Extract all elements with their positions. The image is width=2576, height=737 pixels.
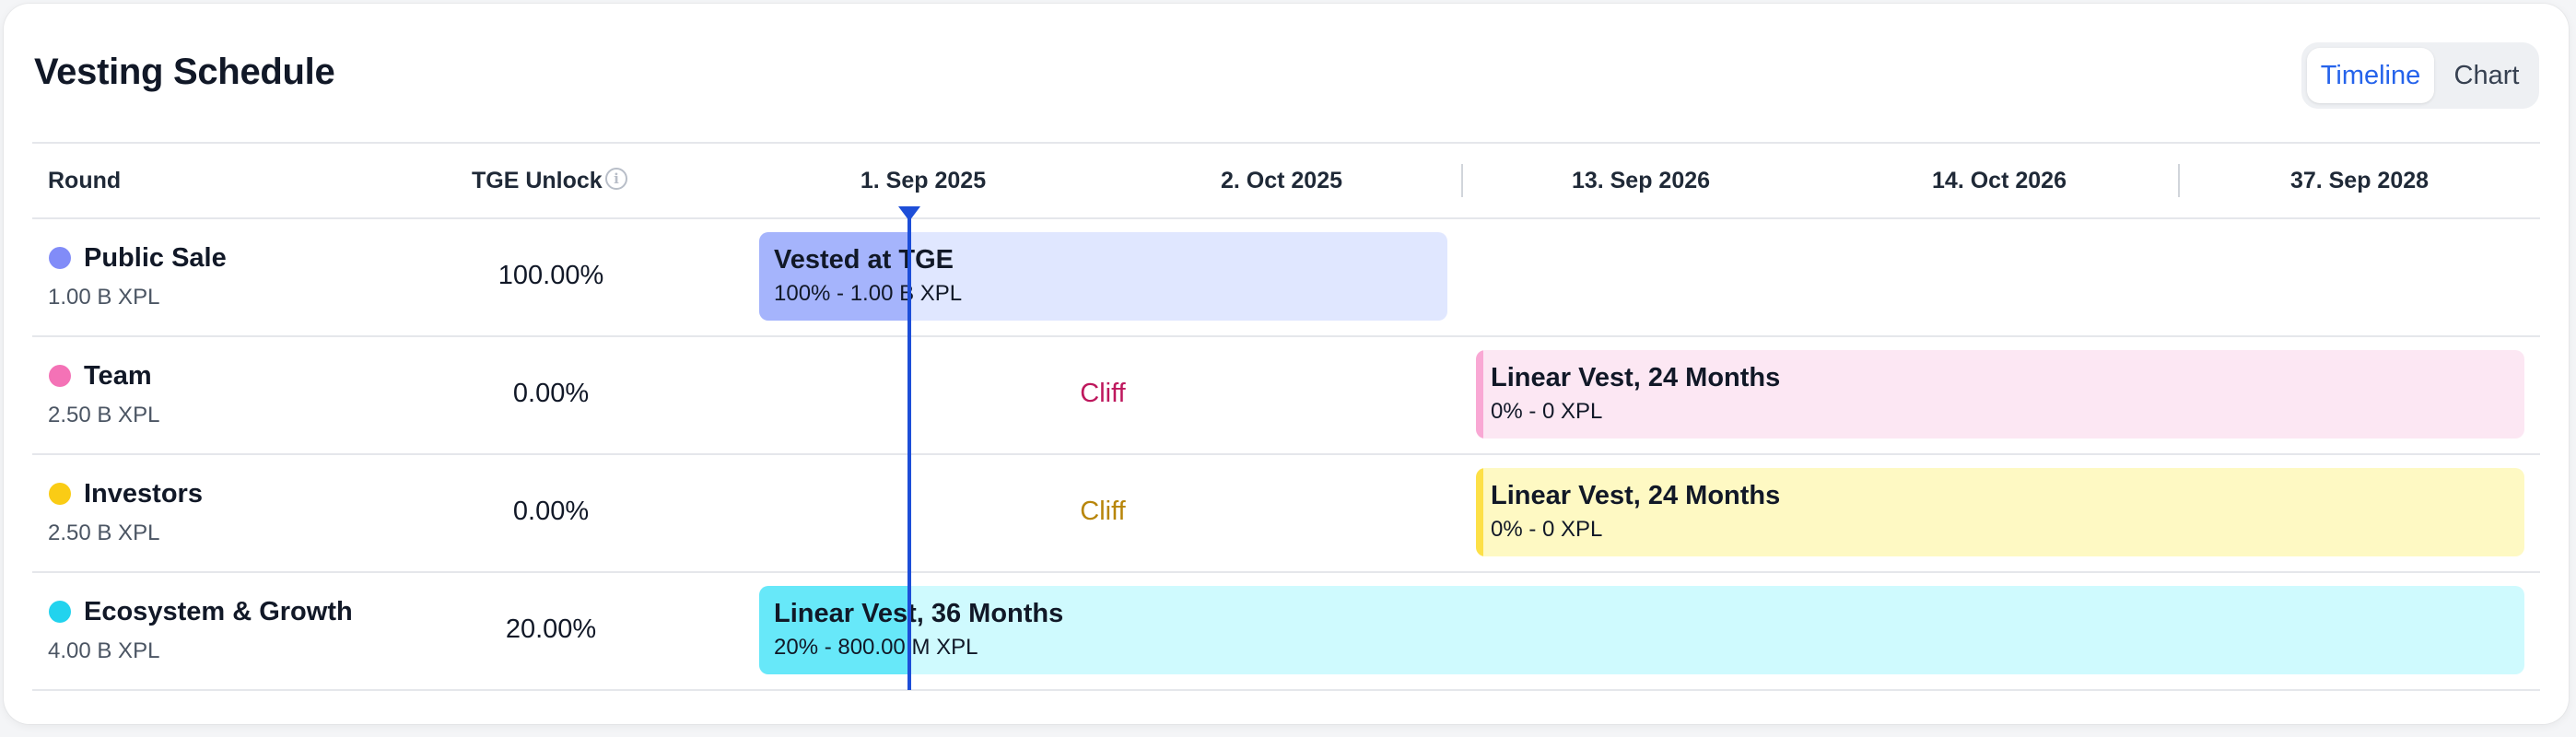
table-row-public-sale[interactable]: Public Sale 1.00 B XPL 100.00% Vested at…	[32, 218, 2540, 336]
header-divider	[32, 217, 2540, 219]
round-amount: 2.50 B XPL	[48, 521, 160, 545]
timeline-date-4: 14. Oct 2026	[1932, 168, 2067, 193]
cliff-label: Cliff	[1080, 379, 1126, 408]
round-name: Investors	[84, 479, 203, 509]
timeline-date-5: 37. Sep 2028	[2289, 168, 2430, 193]
timeline-break-1	[1461, 164, 1463, 197]
table-bottom-divider	[32, 689, 2540, 691]
table-row-ecosystem-growth[interactable]: Ecosystem & Growth 4.00 B XPL 20.00% Lin…	[32, 572, 2540, 690]
column-header-round: Round	[48, 168, 122, 193]
timeline-date-2: 2. Oct 2025	[1220, 168, 1343, 193]
row-divider	[32, 335, 2540, 337]
vesting-bar-linear[interactable]: Linear Vest, 36 Months 20% - 800.00 M XP…	[759, 586, 2524, 674]
round-amount: 1.00 B XPL	[48, 285, 160, 310]
round-name: Ecosystem & Growth	[84, 597, 353, 626]
chart-tab[interactable]: Chart	[2453, 61, 2520, 90]
timeline-tab[interactable]: Timeline	[2307, 48, 2434, 103]
round-color-dot	[49, 247, 71, 269]
today-marker-arrow-icon	[898, 206, 920, 221]
column-header-tge-unlock: TGE Unlock	[472, 168, 603, 193]
vesting-bar-linear[interactable]: Linear Vest, 24 Months 0% - 0 XPL	[1476, 468, 2524, 556]
table-top-divider	[32, 142, 2540, 144]
table-row-investors[interactable]: Investors 2.50 B XPL 0.00% Cliff Linear …	[32, 454, 2540, 572]
timeline-break-2	[2178, 164, 2180, 197]
cliff-label: Cliff	[1080, 497, 1126, 526]
timeline-date-1: 1. Sep 2025	[860, 168, 987, 193]
round-color-dot	[49, 365, 71, 387]
round-color-dot	[49, 483, 71, 505]
timeline-date-3: 13. Sep 2026	[1571, 168, 1711, 193]
round-name: Public Sale	[84, 243, 227, 273]
round-amount: 4.00 B XPL	[48, 638, 160, 663]
view-toggle: Timeline Chart	[2301, 42, 2539, 109]
row-divider	[32, 571, 2540, 573]
vesting-bar-linear[interactable]: Linear Vest, 24 Months 0% - 0 XPL	[1476, 350, 2524, 439]
round-amount: 2.50 B XPL	[48, 403, 160, 427]
page-title: Vesting Schedule	[34, 52, 335, 92]
round-color-dot	[49, 601, 71, 623]
today-marker-line	[907, 214, 911, 690]
row-divider	[32, 453, 2540, 455]
table-row-team[interactable]: Team 2.50 B XPL 0.00% Cliff Linear Vest,…	[32, 336, 2540, 454]
vesting-bar-tge[interactable]: Vested at TGE 100% - 1.00 B XPL	[759, 232, 1447, 321]
round-name: Team	[84, 361, 152, 391]
info-circle-icon[interactable]: i	[605, 168, 627, 190]
